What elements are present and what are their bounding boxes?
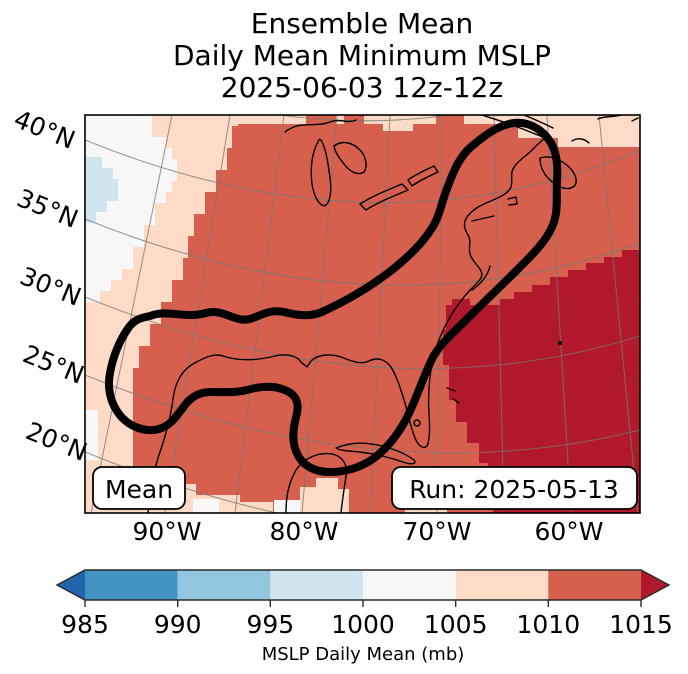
field-yucatan-patch-a: [300, 478, 349, 513]
field-top-pocket-a: [152, 124, 218, 137]
run-badge-box: [391, 466, 638, 510]
lon-label-70w: 70°W: [402, 517, 471, 546]
lon-axis: 90°W 80°W 70°W 60°W: [132, 517, 603, 546]
field-1000-1005-left-edge: [85, 410, 98, 460]
cbar-caption: MSLP Daily Mean (mb): [262, 644, 465, 665]
field-1000-1005-spot-a: [193, 499, 219, 513]
mean-badge: Mean: [92, 466, 186, 510]
field-995-1000-patch: [85, 157, 118, 223]
cbar-seg-985-990: [85, 570, 178, 600]
chart-title-line-3: 2025-06-03 12z-12z: [221, 71, 503, 104]
field-top-strip: [152, 115, 640, 124]
mean-badge-box: [92, 466, 186, 510]
chart-title-line-1: Ensemble Mean: [251, 7, 474, 40]
run-badge-label: Run: 2025-05-13: [409, 475, 619, 504]
field-top-red-notch-c: [436, 115, 464, 124]
map-panel: [85, 115, 640, 513]
map-frame: [84, 114, 641, 514]
lon-label-90w: 90°W: [132, 517, 201, 546]
colorbar: 985 990 995 1000 1005 1010 1015 MSLP Dai…: [55, 569, 673, 665]
cbar-tick-985: 985: [61, 610, 109, 639]
cbar-tick-990: 990: [154, 610, 202, 639]
chart-title-line-2: Daily Mean Minimum MSLP: [173, 39, 551, 72]
cbar-tick-995: 995: [246, 610, 294, 639]
field-over-1015-atlantic: [443, 250, 640, 513]
cbar-seg-1005-1010: [455, 570, 549, 600]
cbar-seg-1000-1005: [363, 570, 456, 600]
cbar-seg-995-1000: [270, 570, 363, 600]
cbar-seg-1010-1015: [548, 570, 641, 600]
run-badge: Run: 2025-05-13: [391, 466, 638, 510]
field-top-pocket-d: [558, 138, 640, 147]
cbar-ticks: [84, 600, 642, 607]
coastlines: [147, 115, 639, 513]
cbar-tick-1010: 1010: [516, 610, 580, 639]
mean-badge-label: Mean: [105, 475, 173, 504]
lon-label-80w: 80°W: [269, 517, 338, 546]
cbar-under-arrow: [57, 570, 85, 600]
cbar-tick-1015: 1015: [609, 610, 673, 639]
cbar-tick-1000: 1000: [331, 610, 395, 639]
field-top-red-notch-b: [344, 115, 364, 124]
field-1000-1005-spot-b: [274, 500, 302, 513]
cbar-over-arrow: [641, 570, 669, 600]
cbar-tick-1005: 1005: [424, 610, 488, 639]
ensemble-outline-contour: [105, 118, 562, 477]
field-top-pocket-b: [383, 124, 413, 131]
cbar-seg-990-995: [177, 570, 271, 600]
lon-label-60w: 60°W: [534, 517, 603, 546]
field-1000-1005-northwest: [85, 115, 177, 302]
